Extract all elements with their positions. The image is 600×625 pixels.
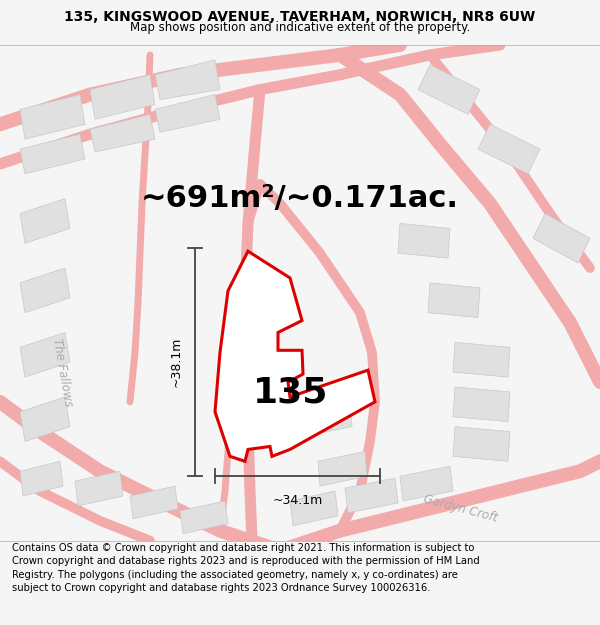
Polygon shape xyxy=(418,65,480,114)
Polygon shape xyxy=(453,427,510,461)
Polygon shape xyxy=(453,342,510,377)
Text: Map shows position and indicative extent of the property.: Map shows position and indicative extent… xyxy=(130,21,470,34)
Polygon shape xyxy=(155,60,220,99)
Text: ~34.1m: ~34.1m xyxy=(272,494,323,507)
Text: ~691m²/~0.171ac.: ~691m²/~0.171ac. xyxy=(141,184,459,213)
Polygon shape xyxy=(20,199,70,243)
Polygon shape xyxy=(155,94,220,132)
Text: Contains OS data © Crown copyright and database right 2021. This information is : Contains OS data © Crown copyright and d… xyxy=(12,543,479,592)
Text: ~38.1m: ~38.1m xyxy=(170,337,183,388)
Polygon shape xyxy=(75,471,123,506)
Polygon shape xyxy=(90,114,155,152)
Polygon shape xyxy=(215,251,375,461)
Polygon shape xyxy=(180,501,228,534)
Polygon shape xyxy=(345,478,398,513)
Polygon shape xyxy=(428,283,480,318)
Polygon shape xyxy=(20,268,70,312)
Polygon shape xyxy=(318,451,367,486)
Polygon shape xyxy=(300,402,352,436)
Polygon shape xyxy=(20,461,63,496)
Polygon shape xyxy=(20,397,70,441)
Polygon shape xyxy=(478,124,540,174)
Polygon shape xyxy=(290,491,338,526)
Polygon shape xyxy=(533,214,590,263)
Polygon shape xyxy=(400,466,453,501)
Text: Gardyn Croft: Gardyn Croft xyxy=(422,492,499,525)
Text: 135, KINGSWOOD AVENUE, TAVERHAM, NORWICH, NR8 6UW: 135, KINGSWOOD AVENUE, TAVERHAM, NORWICH… xyxy=(64,10,536,24)
Text: The Fallows: The Fallows xyxy=(50,337,74,408)
Polygon shape xyxy=(20,332,70,377)
Polygon shape xyxy=(453,387,510,422)
Polygon shape xyxy=(398,223,450,258)
Polygon shape xyxy=(90,75,155,119)
Polygon shape xyxy=(20,94,85,139)
Polygon shape xyxy=(20,134,85,174)
Polygon shape xyxy=(130,486,178,519)
Text: 135: 135 xyxy=(253,376,328,410)
